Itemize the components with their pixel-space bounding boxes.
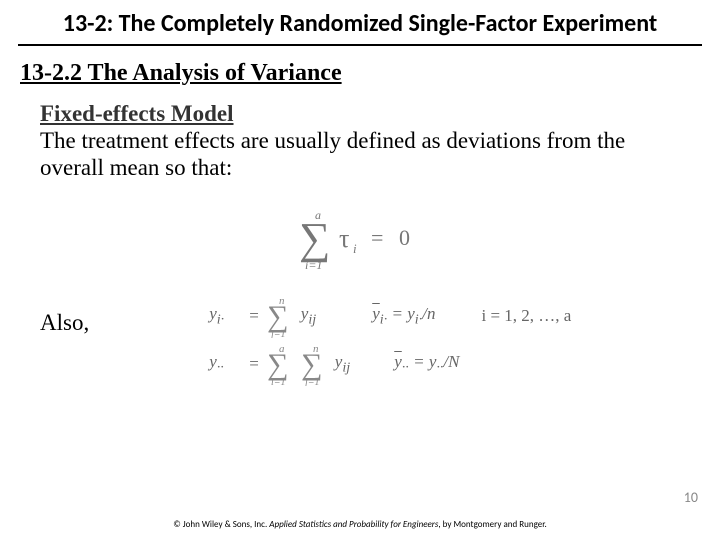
also-label: Also, (40, 310, 89, 336)
equation-group: yi· = n ∑ j=1 yij yi· = yi·/n i = 1, 2, … (89, 290, 720, 390)
body-text: The treatment effects are usually define… (40, 128, 625, 180)
equation-yi: yi· = n ∑ j=1 yij yi· = yi·/n i = 1, 2, … (209, 294, 720, 338)
body-block: Fixed-effects Model The treatment effect… (40, 101, 680, 181)
sigma-icon: a ∑ i=1 (265, 342, 299, 386)
slide: 13-2: The Completely Randomized Single-F… (0, 0, 720, 540)
svg-text:τ: τ (339, 224, 349, 253)
eq2-term: yij (335, 352, 350, 376)
sigma-icon: n ∑ j=1 (299, 342, 333, 386)
copyright-book: Applied Statistics and Probability for E… (269, 519, 438, 530)
svg-text:i: i (353, 241, 357, 256)
eq1-equals: = (249, 306, 259, 326)
also-row: Also, yi· = n ∑ j=1 yij yi· = yi·/n i = … (0, 294, 720, 390)
svg-text:j=1: j=1 (269, 329, 286, 338)
svg-text:=: = (371, 225, 383, 250)
page-number: 10 (684, 489, 698, 506)
eq2-mid: y·· = y··/N (394, 352, 459, 376)
eq2-lhs: y·· (209, 352, 243, 376)
title-underline (18, 44, 702, 46)
copyright-suffix: , by Montgomery and Runger. (438, 519, 546, 530)
eq1-rhs: i = 1, 2, …, a (482, 306, 572, 326)
eq1-term: yij (301, 304, 316, 328)
svg-text:∑: ∑ (299, 214, 330, 263)
eq1-lhs: yi· (209, 304, 243, 328)
copyright-prefix: © John Wiley & Sons, Inc. (173, 519, 269, 530)
svg-text:i=1: i=1 (305, 258, 322, 271)
fixed-effects-heading: Fixed-effects Model (40, 101, 234, 126)
eq2-equals: = (249, 354, 259, 374)
svg-text:0: 0 (399, 225, 410, 250)
slide-title: 13-2: The Completely Randomized Single-F… (0, 0, 720, 44)
section-subtitle: 13-2.2 The Analysis of Variance (20, 60, 700, 87)
equation-ydotdot: y·· = a ∑ i=1 n ∑ j=1 yij y·· = y··/N (209, 342, 720, 386)
sum-tau-equals-zero-icon: a ∑ i=1 τ i = 0 (285, 207, 435, 271)
sigma-icon: n ∑ j=1 (265, 294, 299, 338)
eq1-mid: yi· = yi·/n (372, 304, 435, 328)
copyright-footer: © John Wiley & Sons, Inc. Applied Statis… (0, 519, 720, 530)
svg-text:i=1: i=1 (271, 377, 286, 386)
svg-text:j=1: j=1 (303, 377, 320, 386)
equation-main: a ∑ i=1 τ i = 0 (0, 207, 720, 276)
